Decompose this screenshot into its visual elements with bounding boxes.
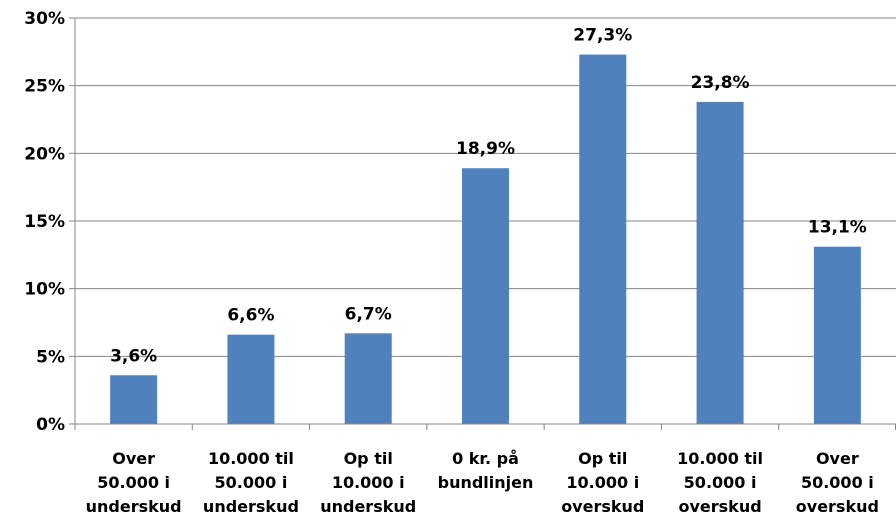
data-labels: 3,6% 6,6% 6,7% 18,9% 27,3% 23,8% 13,1% <box>110 26 867 367</box>
category-label: 10.000 til 50.000 i overskud <box>677 449 763 516</box>
bar <box>462 168 509 424</box>
y-axis-tick-labels: 0% 5% 10% 15% 20% 25% 30% <box>24 9 65 435</box>
data-label: 18,9% <box>456 139 515 159</box>
category-label: 0 kr. på bundlinjen <box>438 449 534 492</box>
data-label: 13,1% <box>808 218 867 238</box>
data-label: 6,7% <box>345 304 392 324</box>
bar <box>110 375 158 424</box>
bars <box>110 54 861 424</box>
data-label: 23,8% <box>691 73 750 93</box>
y-tick-label: 0% <box>36 415 65 435</box>
category-label: Over 50.000 i overskud <box>796 449 879 516</box>
y-tick-label: 30% <box>24 9 65 29</box>
bar <box>813 246 861 424</box>
bar <box>696 101 744 424</box>
category-label: 10.000 til 50.000 i underskud <box>203 449 299 516</box>
y-tick-label: 10% <box>24 280 65 300</box>
bar <box>227 334 275 424</box>
data-label: 6,6% <box>227 306 274 326</box>
y-tick-label: 20% <box>24 144 65 164</box>
bar <box>344 333 392 424</box>
y-tick-label: 25% <box>24 77 65 97</box>
category-label: Over 50.000 i underskud <box>86 449 182 516</box>
category-label: Op til 10.000 i underskud <box>320 449 416 516</box>
category-label: Op til 10.000 i overskud <box>561 449 644 516</box>
bar <box>579 54 627 424</box>
data-label: 27,3% <box>573 26 632 46</box>
data-label: 3,6% <box>110 346 157 366</box>
y-tick-label: 15% <box>24 212 65 232</box>
axes <box>74 18 896 430</box>
y-tick-label: 5% <box>36 347 65 367</box>
